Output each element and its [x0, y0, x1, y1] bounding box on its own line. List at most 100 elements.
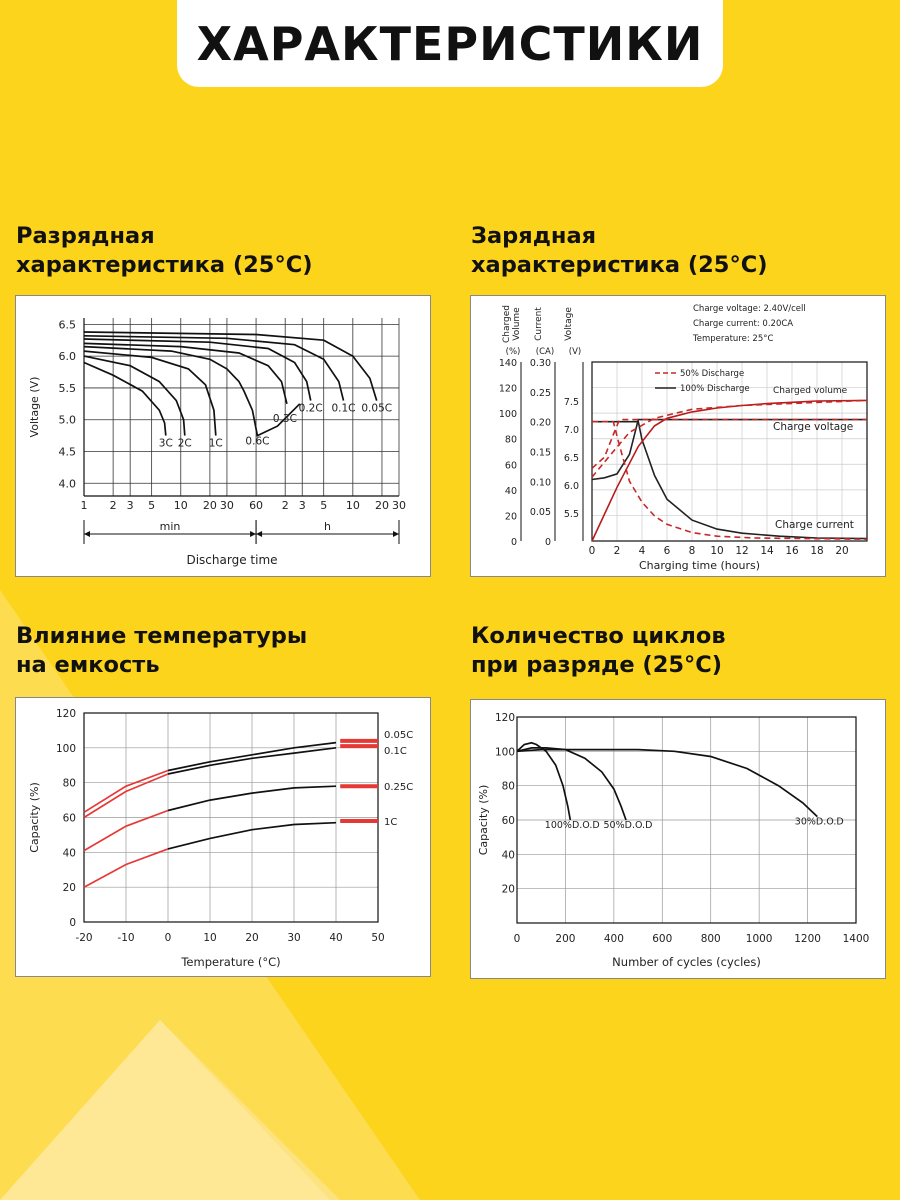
discharge-x-tick-label: 10	[346, 499, 360, 512]
charge-x-tick-label: 18	[810, 545, 823, 557]
charge-axis-title: Voltage	[564, 307, 574, 341]
charge-x-tick-label: 6	[664, 545, 671, 557]
temperature-series-label: 0.05C	[384, 730, 413, 741]
charge-volume-tick-label: 140	[499, 358, 517, 369]
charge-series-line	[591, 399, 868, 542]
cycles-y-tick-label: 100	[495, 746, 515, 758]
discharge-series-label: 0.3C	[273, 413, 297, 425]
temperature-section-title: Влияние температуры на емкость	[16, 622, 436, 680]
discharge-y-axis-label: Voltage (V)	[28, 377, 41, 438]
discharge-section-title: Разрядная характеристика (25°C)	[16, 222, 436, 280]
charge-series-line	[592, 420, 868, 540]
temperature-series-label: 0.25C	[384, 782, 413, 793]
temperature-series-line-low	[83, 773, 169, 819]
discharge-series-label: 0.2C	[299, 403, 323, 415]
discharge-x-tick-label: 20	[203, 499, 217, 512]
discharge-x-tick-label: 5	[320, 499, 327, 512]
cycles-series-label: 50%D.O.D	[604, 820, 653, 831]
cycles-chart-panel: 0 200 400 600 800 1000 1200 1400 20 40 60 80 100 120 C…	[470, 699, 886, 979]
temperature-y-axis-label: Capacity (%)	[28, 782, 41, 853]
discharge-title-line2: характеристика (25°C)	[16, 252, 313, 278]
temperature-series-label: 0.1C	[384, 746, 407, 757]
charge-series-line	[591, 399, 868, 478]
charge-current-tick-label: 0.10	[530, 477, 551, 488]
charge-plot-frame	[591, 361, 868, 542]
discharge-x-tick-label: 5	[148, 499, 155, 512]
charge-volume-tick-label: 100	[499, 409, 517, 420]
cycles-series-line	[516, 748, 818, 818]
charge-title-line1: Зарядная	[471, 223, 597, 249]
discharge-x-tick-label: 3	[299, 499, 306, 512]
discharge-title-line1: Разрядная	[16, 223, 155, 249]
charge-current-tick-label: 0.20	[530, 418, 551, 429]
discharge-y-tick-label: 4.5	[59, 446, 77, 459]
discharge-y-tick-label: 5.0	[59, 414, 77, 427]
discharge-arrow-head	[393, 531, 399, 537]
charge-axis-title: Current	[534, 307, 544, 341]
cycles-title-line2: при разряде (25°C)	[471, 652, 723, 678]
charge-volume-tick-label: 40	[505, 486, 517, 497]
cycles-x-axis-label: Number of cycles (cycles)	[612, 955, 761, 969]
charge-x-tick-label: 14	[760, 545, 774, 557]
temperature-series-line-low	[83, 809, 169, 852]
charge-info-line: Charge voltage: 2.40V/cell	[693, 304, 806, 314]
temperature-x-tick-label: 10	[203, 932, 216, 944]
charge-voltage-tick-label: 6.5	[564, 453, 579, 464]
charge-axis-unit: (%)	[506, 347, 521, 357]
charge-volume-tick-label: 80	[505, 435, 517, 446]
cycles-x-tick-label: 1200	[794, 933, 821, 945]
temperature-y-tick-label: 100	[56, 743, 76, 755]
cycles-x-tick-label: 600	[652, 933, 672, 945]
cycles-x-tick-label: 0	[514, 933, 521, 945]
temperature-title-line2: на емкость	[16, 652, 160, 678]
charge-chart: 0 2 4 6 8 10 12 14 16 18 20 0 20 40 60 80 100 120 140 0 0.05…	[499, 304, 868, 572]
cycles-section-title: Количество циклов при разряде (25°C)	[471, 622, 891, 680]
charge-title-line2: характеристика (25°C)	[471, 252, 768, 278]
discharge-x-tick-label: 20	[375, 499, 389, 512]
charge-current-tick-label: 0.30	[530, 358, 551, 369]
discharge-series-line	[83, 338, 312, 401]
cycles-series-line	[516, 741, 572, 821]
cycles-y-tick-label: 60	[502, 815, 515, 827]
cycles-series-line	[516, 747, 627, 821]
charge-info-line: Temperature: 25°C	[692, 334, 773, 344]
discharge-x-tick-label: 2	[282, 499, 289, 512]
cycles-chart: 0 200 400 600 800 1000 1200 1400 20 40 60 80 100 120 C…	[477, 712, 870, 969]
charge-voltage-tick-label: 7.0	[564, 425, 579, 436]
temperature-x-tick-label: 40	[329, 932, 342, 944]
charge-current-tick-label: 0.15	[530, 448, 551, 459]
cycles-series-label: 100%D.O.D	[545, 820, 600, 831]
charge-volume-tick-label: 120	[499, 384, 517, 395]
charge-axis-title: Charged	[502, 305, 512, 343]
charge-chart-panel: 0 2 4 6 8 10 12 14 16 18 20 0 20 40 60 80 100 120 140 0 0.05…	[470, 295, 886, 577]
charge-x-tick-label: 20	[835, 545, 848, 557]
discharge-chart-panel: 1 2 3 5 10 20 30 60 2 3 5 10 20 30 6.5 6.0 5.5 5.0 4.5 4.0 V…	[15, 295, 431, 577]
temperature-y-tick-label: 0	[69, 917, 76, 929]
charge-voltage-tick-label: 5.5	[564, 509, 579, 520]
header-banner: ХАРАКТЕРИСТИКИ	[177, 0, 723, 87]
temperature-series-label: 1C	[384, 817, 397, 828]
temperature-x-axis-label: Temperature (°C)	[180, 955, 280, 969]
cycles-x-tick-label: 1400	[843, 933, 870, 945]
discharge-x-tick-label: 2	[110, 499, 117, 512]
discharge-arrow-head	[256, 531, 263, 537]
charge-volume-tick-label: 60	[505, 460, 517, 471]
charge-axis-unit: (V)	[569, 347, 581, 357]
charge-x-tick-label: 2	[614, 545, 621, 557]
discharge-arrow-head	[84, 531, 90, 537]
discharge-series-label: 0.1C	[331, 403, 355, 415]
charge-current-tick-label: 0	[545, 537, 551, 548]
discharge-x-tick-label: 3	[127, 499, 134, 512]
cycles-title-line1: Количество циклов	[471, 623, 726, 649]
charge-x-tick-label: 10	[710, 545, 723, 557]
charge-legend-label: 100% Discharge	[680, 384, 750, 394]
cycles-y-axis-label: Capacity (%)	[477, 785, 490, 856]
temperature-series-line	[167, 741, 337, 772]
page-title: ХАРАКТЕРИСТИКИ	[196, 16, 704, 71]
charge-x-tick-label: 16	[785, 545, 799, 557]
temperature-x-tick-label: 20	[245, 932, 258, 944]
charge-annotation: Charge current	[775, 519, 854, 531]
discharge-series-line	[83, 342, 288, 405]
cycles-y-tick-label: 120	[495, 712, 515, 724]
temperature-series-line-low	[83, 848, 169, 888]
